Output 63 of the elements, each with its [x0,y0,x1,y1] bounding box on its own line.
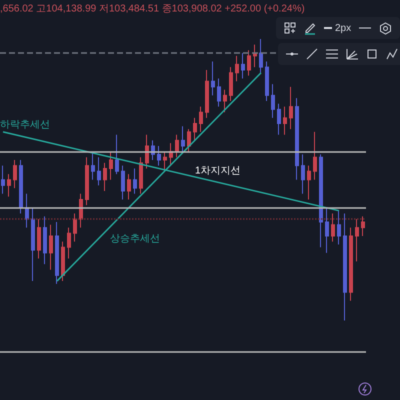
candlestick [109,151,113,180]
candlestick [319,154,323,248]
candlestick [229,66,233,102]
candlestick [43,216,47,265]
annotation: 하락추세선 [0,120,50,130]
candlestick [193,117,197,141]
candlestick [277,103,281,136]
candlestick [349,227,353,302]
candlestick [103,162,107,192]
candlestick [337,210,341,245]
candlestick [79,193,83,228]
stroke-width-control: 2px [324,22,352,34]
candlestick [163,151,167,172]
candlestick [301,154,305,194]
candlestick [61,241,65,282]
candlestick [55,221,59,284]
candlestick [313,131,317,180]
candlestick [25,193,29,228]
candlestick [361,216,365,237]
text: ,656.02 고104,138.99 저103,484.51 종103,908.02 +252.00 (+0.24%) [0,4,305,14]
candlestick [67,227,71,260]
annotation: 1차지지선 [195,166,241,176]
candlestick [217,78,221,108]
candlestick [97,156,101,186]
candlestick [289,86,293,130]
candlestick [37,218,41,260]
candlestick [19,160,23,214]
candlestick [205,70,209,118]
candlestick [241,52,245,79]
candlestick [127,174,131,200]
candlestick [1,165,5,194]
candlestick [175,134,179,158]
candlestick [91,151,95,180]
candlestick [115,134,119,175]
candlestick [139,156,143,194]
annotation: 상승추세선 [110,234,160,244]
candlestick [187,128,191,152]
candlestick [223,89,227,113]
candlestick [235,55,239,82]
candlestick [355,218,359,262]
candlestick [331,213,335,242]
candlestick [85,156,89,206]
candlestick [133,168,137,194]
candlestick [295,98,299,180]
candlestick [145,134,149,169]
candlestick [343,213,347,321]
candlestick [13,160,17,189]
candlestick [199,106,203,132]
candlestick [265,61,269,102]
candlestick [271,84,275,118]
candlestick [157,145,161,166]
candlestick [7,174,11,198]
candlestick [247,50,251,76]
candlestick [31,207,35,282]
candlestick [73,213,77,242]
candlestick [211,61,215,96]
candlestick [307,165,311,200]
candlestick [259,38,263,74]
candlestick [325,207,329,254]
candlestick [283,106,287,136]
candlestick [49,224,53,270]
candlestick [181,126,185,152]
candlestick [121,165,125,200]
